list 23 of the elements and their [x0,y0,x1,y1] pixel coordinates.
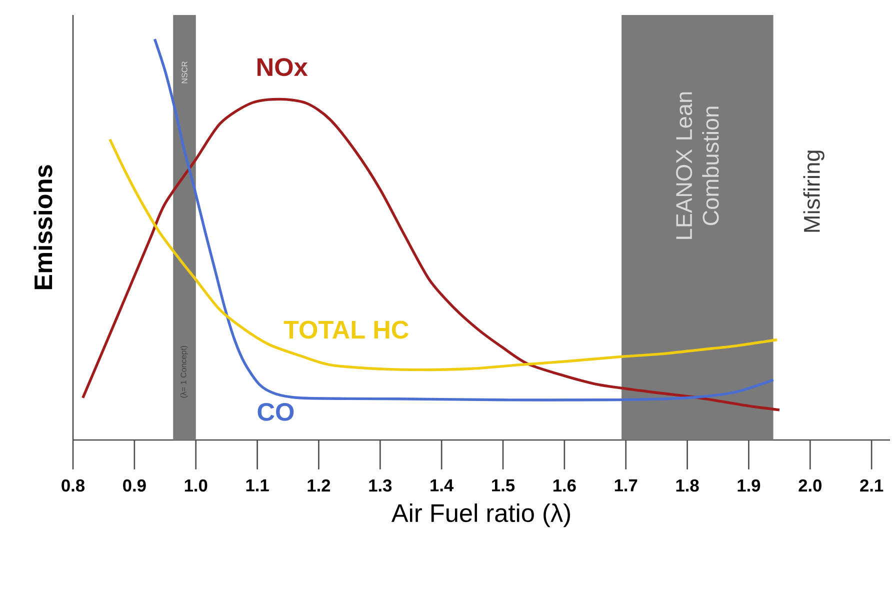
x-tick-label: 1.6 [553,479,576,492]
x-tick-label: 2.1 [860,479,884,492]
y-axis-title: Emissions [34,165,52,290]
annotation: Misfiring [803,150,824,232]
x-tick-label: 1.0 [184,479,208,492]
series-label: NOx [258,58,308,76]
x-tick-label: 2.0 [798,479,822,492]
x-tick-label: 1.2 [308,479,330,492]
series-label: TOTAL HC [284,320,409,339]
x-tick-label: 1.9 [738,479,760,492]
x-tick-label: 0.9 [123,479,146,492]
band-label: LEANOX Lean Combustion [676,92,719,239]
x-tick-label: 1.1 [246,479,269,492]
x-tick-label: 1.7 [614,479,638,492]
annotation: (λ= 1 Concept) [180,346,188,398]
series-label: CO [258,402,294,421]
x-tick-label: 1.3 [369,479,392,492]
x-axis-title: Air Fuel ratio (λ) [391,503,570,528]
x-tick-label: 1.4 [430,479,454,492]
x-tick-label: 0.8 [62,479,85,492]
band-label: NSCR [182,61,188,84]
x-tick-label: 1.5 [492,479,515,492]
x-tick-label: 1.8 [676,479,699,492]
